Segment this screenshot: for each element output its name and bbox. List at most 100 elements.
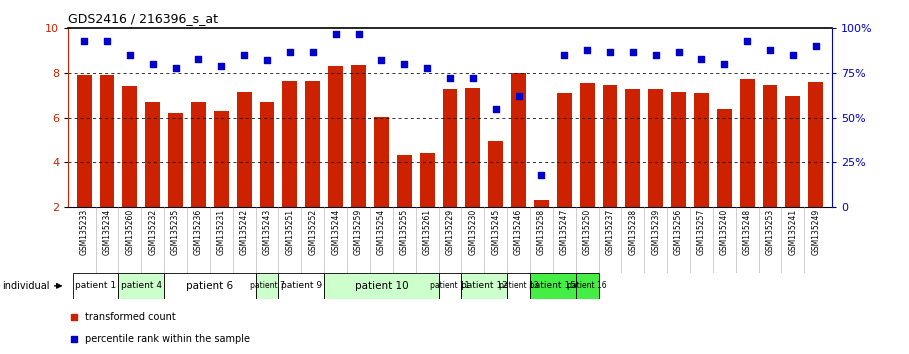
Point	[328, 31, 343, 36]
Point	[603, 49, 617, 55]
Point	[100, 38, 115, 44]
Point	[191, 56, 205, 62]
Point	[671, 49, 685, 55]
Point	[717, 61, 732, 67]
Bar	[534, 200, 549, 207]
Text: patient 13: patient 13	[499, 281, 538, 290]
Bar	[214, 111, 229, 207]
Point	[123, 52, 137, 58]
Text: patient 16: patient 16	[567, 281, 607, 290]
Point	[785, 52, 800, 58]
Bar	[808, 82, 824, 207]
Bar	[100, 75, 115, 207]
Text: GSM135231: GSM135231	[217, 209, 225, 255]
Text: GSM135244: GSM135244	[331, 209, 340, 255]
Bar	[73, 273, 118, 299]
Text: GSM135240: GSM135240	[720, 209, 729, 255]
Bar	[465, 87, 480, 207]
Bar	[557, 93, 572, 207]
Point	[465, 75, 480, 81]
Bar	[351, 65, 366, 207]
Text: GSM135251: GSM135251	[285, 209, 295, 255]
Text: patient 9: patient 9	[281, 281, 322, 290]
Text: GSM135256: GSM135256	[674, 209, 683, 255]
Point	[283, 49, 297, 55]
Text: transformed count: transformed count	[85, 312, 176, 322]
Bar	[397, 155, 412, 207]
Text: GSM135232: GSM135232	[148, 209, 157, 255]
Bar	[530, 273, 575, 299]
Bar	[671, 92, 686, 207]
Bar	[236, 92, 252, 207]
Bar	[785, 97, 800, 207]
Text: GSM135252: GSM135252	[308, 209, 317, 255]
Bar	[118, 273, 165, 299]
Bar	[648, 88, 664, 207]
Bar	[325, 273, 438, 299]
Point	[420, 65, 435, 70]
Bar	[191, 102, 206, 207]
Text: GSM135230: GSM135230	[468, 209, 477, 255]
Point	[488, 106, 503, 112]
Text: GSM135259: GSM135259	[354, 209, 363, 255]
Bar	[603, 85, 617, 207]
Point	[66, 336, 81, 342]
Text: patient 12: patient 12	[461, 281, 507, 290]
Text: individual: individual	[2, 281, 49, 291]
Bar	[575, 273, 598, 299]
Text: GSM135236: GSM135236	[194, 209, 203, 255]
Text: percentile rank within the sample: percentile rank within the sample	[85, 333, 251, 344]
Point	[351, 31, 365, 36]
Point	[397, 61, 412, 67]
Text: patient 11: patient 11	[430, 281, 470, 290]
Bar	[717, 109, 732, 207]
Text: GSM135235: GSM135235	[171, 209, 180, 255]
Bar	[511, 73, 526, 207]
Text: GSM135233: GSM135233	[80, 209, 89, 255]
Text: GSM135248: GSM135248	[743, 209, 752, 255]
Point	[740, 38, 754, 44]
Text: GSM135249: GSM135249	[811, 209, 820, 255]
Bar	[625, 88, 640, 207]
Text: GSM135261: GSM135261	[423, 209, 432, 255]
Bar	[507, 273, 530, 299]
Bar	[462, 273, 507, 299]
Text: patient 7: patient 7	[250, 281, 285, 290]
Text: GSM135253: GSM135253	[765, 209, 774, 255]
Bar	[488, 141, 503, 207]
Bar	[694, 93, 709, 207]
Point	[375, 58, 389, 63]
Point	[66, 314, 81, 320]
Point	[443, 75, 457, 81]
Point	[145, 61, 160, 67]
Point	[237, 52, 252, 58]
Bar	[305, 81, 320, 207]
Point	[215, 63, 229, 69]
Bar	[443, 88, 457, 207]
Bar	[255, 273, 278, 299]
Text: GSM135260: GSM135260	[125, 209, 135, 255]
Text: GSM135258: GSM135258	[537, 209, 546, 255]
Text: patient 15: patient 15	[529, 281, 576, 290]
Text: GSM135242: GSM135242	[240, 209, 249, 255]
Bar	[145, 102, 160, 207]
Point	[580, 47, 594, 53]
Text: GSM135239: GSM135239	[651, 209, 660, 255]
Point	[305, 49, 320, 55]
Text: GSM135243: GSM135243	[263, 209, 272, 255]
Bar	[260, 102, 275, 207]
Point	[511, 93, 525, 99]
Bar	[123, 86, 137, 207]
Text: patient 4: patient 4	[121, 281, 162, 290]
Point	[534, 172, 549, 178]
Text: patient 1: patient 1	[75, 281, 116, 290]
Point	[260, 58, 275, 63]
Bar	[374, 116, 389, 207]
Text: GSM135238: GSM135238	[628, 209, 637, 255]
Text: GSM135234: GSM135234	[103, 209, 112, 255]
Bar	[740, 79, 754, 207]
Text: patient 6: patient 6	[186, 281, 234, 291]
Bar	[328, 66, 343, 207]
Bar	[76, 75, 92, 207]
Bar	[165, 273, 255, 299]
